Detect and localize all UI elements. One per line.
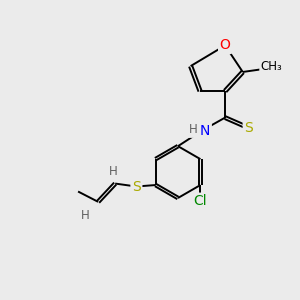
Text: CH₃: CH₃ xyxy=(261,60,283,73)
Text: H: H xyxy=(109,165,117,178)
Text: N: N xyxy=(200,124,210,138)
Text: S: S xyxy=(132,179,141,194)
Text: H: H xyxy=(189,124,198,136)
Text: S: S xyxy=(244,121,253,135)
Text: Cl: Cl xyxy=(194,194,207,208)
Text: H: H xyxy=(81,209,90,223)
Text: O: O xyxy=(220,38,230,52)
